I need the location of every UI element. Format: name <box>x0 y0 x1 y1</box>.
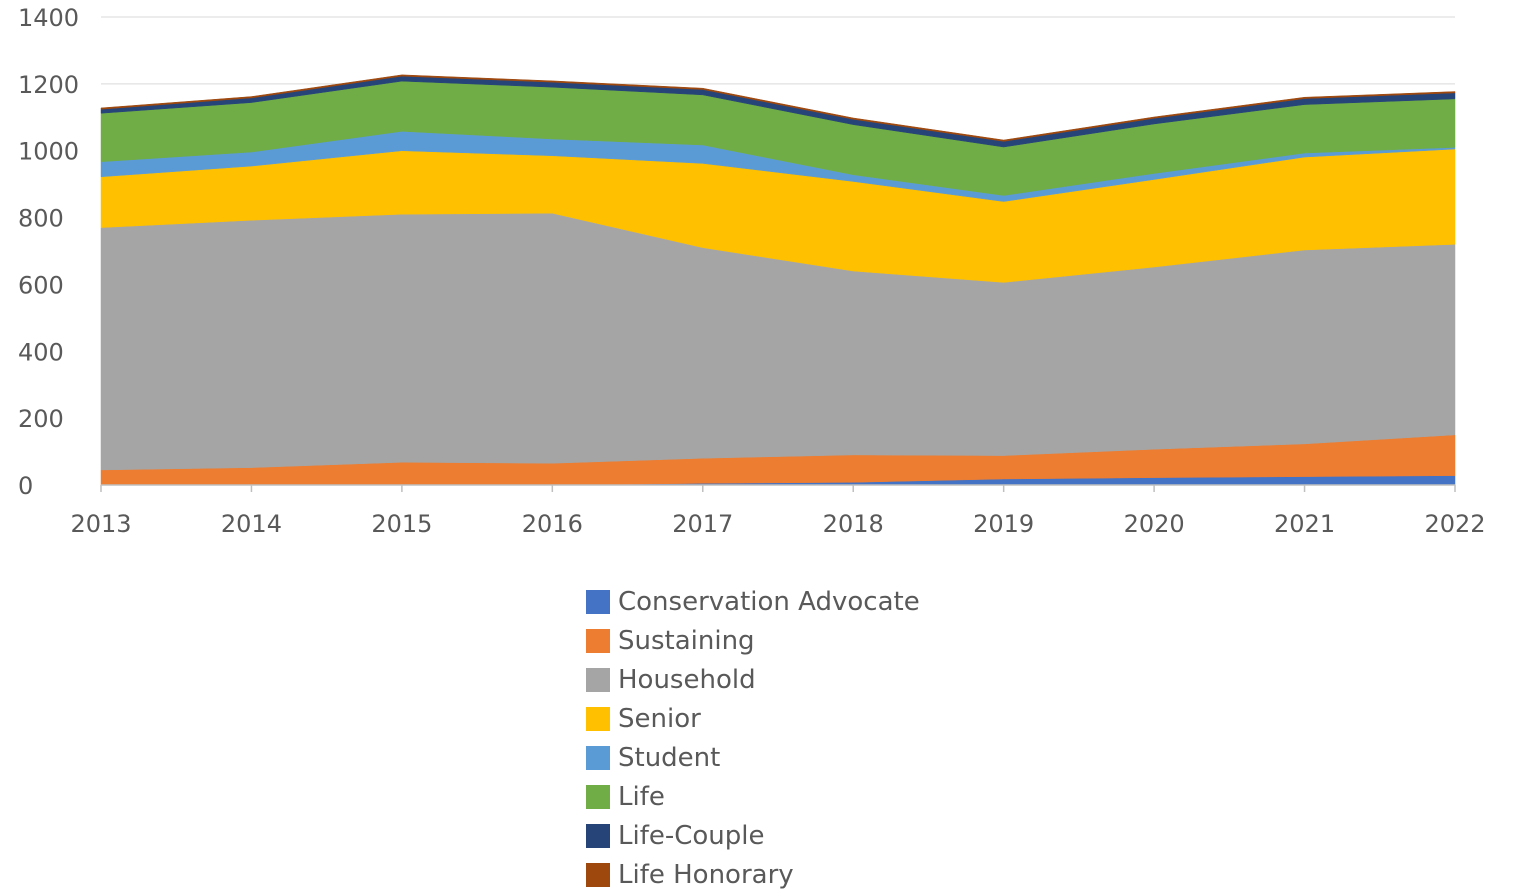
y-tick-label: 0 <box>18 472 33 500</box>
legend-swatch <box>586 823 610 848</box>
y-axis: 0 200 400 600 800 1000 1200 1400 <box>18 4 79 500</box>
x-tick-label: 2013 <box>70 510 131 538</box>
y-tick-label: 1000 <box>18 138 79 166</box>
x-tick-label: 2014 <box>221 510 282 538</box>
series-areas <box>100 74 1456 486</box>
x-tick-label: 2018 <box>823 510 884 538</box>
legend-swatch <box>586 784 610 809</box>
x-tick-label: 2021 <box>1274 510 1335 538</box>
legend-item-life: Life <box>586 777 920 816</box>
legend-label: Student <box>618 742 721 773</box>
legend-label: Life Honorary <box>618 859 794 890</box>
legend-swatch <box>586 745 610 770</box>
legend-swatch <box>586 628 610 653</box>
x-tick-label: 2019 <box>973 510 1034 538</box>
y-tick-label: 200 <box>18 405 64 433</box>
x-tick-label: 2017 <box>672 510 733 538</box>
x-tick-label: 2015 <box>371 510 432 538</box>
y-tick-label: 800 <box>18 205 64 233</box>
legend-label: Household <box>618 664 756 695</box>
x-tick-label: 2022 <box>1424 510 1485 538</box>
legend-label: Life <box>618 781 665 812</box>
legend-item-senior: Senior <box>586 699 920 738</box>
x-axis: 2013 2014 2015 2016 2017 2018 2019 2020 2021 2022 <box>70 484 1486 538</box>
legend-item-student: Student <box>586 738 920 777</box>
legend-item-life-couple: Life-Couple <box>586 816 920 855</box>
legend-swatch <box>586 862 610 887</box>
legend-swatch <box>586 706 610 731</box>
stacked-area-chart: 2013 2014 2015 2016 2017 2018 2019 2020 2021 2022… <box>18 4 1486 538</box>
legend-label: Sustaining <box>618 625 755 656</box>
legend-swatch <box>586 667 610 692</box>
legend-label: Senior <box>618 703 701 734</box>
legend-label: Life-Couple <box>618 820 765 851</box>
legend-swatch <box>586 589 610 614</box>
y-tick-label: 600 <box>18 271 64 299</box>
legend: Conservation Advocate Sustaining Household… <box>586 582 920 894</box>
x-tick-label: 2020 <box>1124 510 1185 538</box>
y-tick-label: 1400 <box>18 4 79 32</box>
series-area-life-honorary <box>100 74 1456 142</box>
legend-item-life-honorary: Life Honorary <box>586 855 920 894</box>
y-tick-label: 1200 <box>18 71 79 99</box>
y-tick-label: 400 <box>18 338 64 366</box>
x-tick-label: 2016 <box>522 510 583 538</box>
legend-item-household: Household <box>586 660 920 699</box>
legend-item-conservation-advocate: Conservation Advocate <box>586 582 920 621</box>
legend-item-sustaining: Sustaining <box>586 621 920 660</box>
legend-label: Conservation Advocate <box>618 586 920 617</box>
